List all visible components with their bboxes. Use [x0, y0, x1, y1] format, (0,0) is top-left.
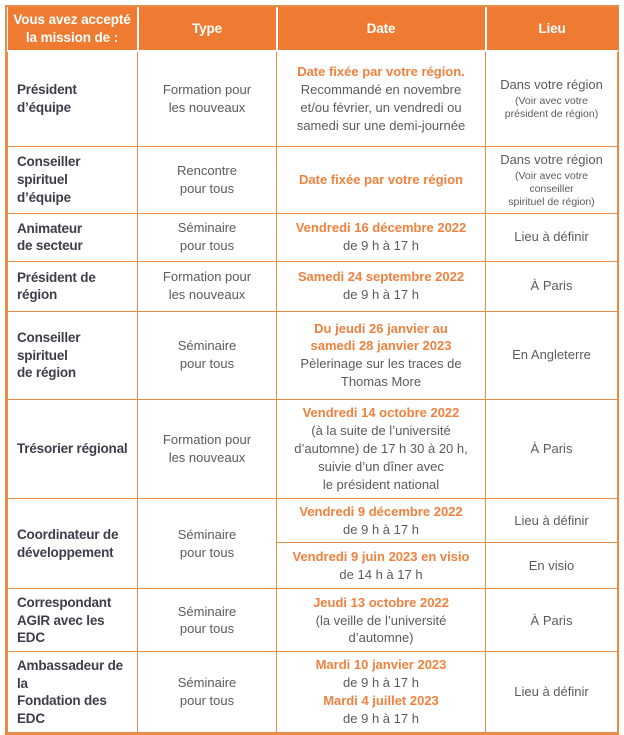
header-cell-type: Type	[136, 7, 278, 53]
mission-cell: Ambassadeur de la Fondation des EDC	[7, 651, 138, 734]
date-highlight: Samedi 24 septembre 2022	[297, 269, 465, 285]
lieu-cell: À Paris	[485, 588, 618, 653]
table-row: Conseiller spirituel de région Séminaire…	[7, 310, 618, 400]
date-highlight: Vendredi 14 octobre 2022	[302, 404, 460, 420]
lieu-text: Dans votre région	[500, 151, 603, 167]
table-row: Président de région Formation pour les n…	[7, 260, 618, 312]
lieu-text: À Paris	[530, 612, 573, 628]
date-cell: Jeudi 13 octobre 2022 (la veille de l’un…	[276, 588, 486, 653]
date-detail: de 14 h à 17 h	[339, 566, 423, 582]
date-cell: Date fixée par votre région. Recommandé …	[276, 50, 486, 147]
date-cell: Vendredi 14 octobre 2022 (à la suite de …	[276, 398, 486, 499]
lieu-cell: Lieu à définir	[485, 497, 618, 544]
date-detail: (la veille de l’université d’automne)	[315, 612, 447, 646]
type-cell: Séminaire pour tous	[137, 497, 277, 590]
date-cell: Vendredi 16 décembre 2022 de 9 h à 17 h	[276, 212, 486, 262]
lieu-cell: À Paris	[485, 260, 618, 312]
type-cell: Séminaire pour tous	[137, 651, 277, 734]
header-cell-date: Date	[275, 7, 487, 53]
header-row: Vous avez accepté la mission de : Type D…	[7, 7, 618, 53]
date-highlight: Vendredi 9 décembre 2022	[299, 503, 463, 519]
mission-cell: Président de région	[7, 260, 138, 312]
date-highlight: Du jeudi 26 janvier au samedi 28 janvier…	[310, 320, 452, 354]
lieu-cell: À Paris	[485, 398, 618, 499]
mission-cell: Président d’équipe	[7, 50, 138, 147]
lieu-cell: Dans votre région (Voir avec votre prési…	[485, 50, 618, 147]
lieu-text: À Paris	[530, 440, 573, 456]
date-detail: Recommandé en novembre et/ou février, un…	[296, 81, 466, 133]
lieu-cell: Dans votre région (Voir avec votre conse…	[485, 145, 618, 214]
mission-cell: Correspondant AGIR avec les EDC	[7, 588, 138, 653]
lieu-note: (Voir avec votre président de région)	[504, 95, 599, 121]
table-row: Conseiller spirituel d’équipe Rencontre …	[7, 145, 618, 214]
missions-table-frame: Vous avez accepté la mission de : Type D…	[5, 5, 619, 735]
date-highlight: Mardi 4 juillet 2023	[323, 693, 439, 709]
date-cell: Vendredi 9 décembre 2022 de 9 h à 17 h	[276, 497, 486, 544]
type-cell: Séminaire pour tous	[137, 310, 277, 400]
date-detail: Pèlerinage sur les traces de Thomas More	[300, 356, 462, 390]
date-cell: Du jeudi 26 janvier au samedi 28 janvier…	[276, 310, 486, 400]
table-row: Correspondant AGIR avec les EDC Séminair…	[7, 588, 618, 653]
date-highlight: Vendredi 16 décembre 2022	[295, 220, 467, 236]
date-cell: Samedi 24 septembre 2022 de 9 h à 17 h	[276, 260, 486, 312]
lieu-cell: Lieu à définir	[485, 212, 618, 262]
type-cell: Formation pour les nouveaux	[137, 260, 277, 312]
lieu-cell: Lieu à définir	[485, 651, 618, 734]
type-cell: Formation pour les nouveaux	[137, 398, 277, 499]
type-cell: Rencontre pour tous	[137, 145, 277, 214]
lieu-text: En visio	[528, 558, 575, 573]
table-sub-row: Vendredi 9 juin 2023 en visio de 14 h à …	[8, 542, 618, 590]
date-detail: de 9 h à 17 h	[343, 711, 419, 727]
date-cell: Vendredi 9 juin 2023 en visio de 14 h à …	[276, 542, 486, 590]
date-detail: de 9 h à 17 h	[343, 238, 419, 254]
date-detail: de 9 h à 17 h	[343, 287, 419, 303]
date-cell: Date fixée par votre région	[276, 145, 486, 214]
lieu-text: Dans votre région	[500, 77, 603, 93]
table-row: Animateur de secteur Séminaire pour tous…	[7, 212, 618, 262]
mission-cell: Animateur de secteur	[7, 212, 138, 262]
lieu-note: (Voir avec votre conseiller spirituel de…	[508, 169, 595, 208]
date-detail: (à la suite de l’université d’automne) d…	[294, 422, 468, 492]
lieu-text: Lieu à définir	[514, 512, 589, 528]
mission-cell: Trésorier régional	[7, 398, 138, 499]
lieu-text: Lieu à définir	[514, 684, 589, 700]
table-row: Président d’équipe Formation pour les no…	[7, 50, 618, 147]
mission-cell: Coordinateur de développement	[7, 497, 138, 590]
lieu-cell: En visio	[485, 542, 618, 590]
date-detail: de 9 h à 17 h	[343, 521, 419, 537]
date-highlight: Date fixée par votre région.	[297, 63, 465, 79]
date-detail: de 9 h à 17 h	[343, 675, 419, 691]
header-cell-mission: Vous avez accepté la mission de :	[7, 7, 139, 53]
type-cell: Séminaire pour tous	[137, 212, 277, 262]
table-row: Coordinateur de développement Séminaire …	[7, 497, 618, 590]
date-cell: Mardi 10 janvier 2023 de 9 h à 17 h Mard…	[276, 651, 486, 734]
table-row: Trésorier régional Formation pour les no…	[7, 398, 618, 499]
date-highlight: Jeudi 13 octobre 2022	[313, 594, 449, 610]
date-highlight: Vendredi 9 juin 2023 en visio	[292, 549, 470, 565]
lieu-text: En Angleterre	[512, 347, 591, 363]
mission-cell: Conseiller spirituel d’équipe	[7, 145, 138, 214]
date-highlight: Date fixée par votre région	[299, 171, 463, 187]
table-row: Ambassadeur de la Fondation des EDC Sémi…	[7, 651, 618, 734]
lieu-cell: En Angleterre	[485, 310, 618, 400]
lieu-text: Lieu à définir	[514, 229, 589, 245]
header-cell-lieu: Lieu	[484, 7, 618, 53]
missions-table: Vous avez accepté la mission de : Type D…	[7, 7, 618, 734]
mission-cell: Conseiller spirituel de région	[7, 310, 138, 400]
type-cell: Séminaire pour tous	[137, 588, 277, 653]
lieu-text: À Paris	[530, 278, 573, 294]
date-highlight: Mardi 10 janvier 2023	[315, 657, 447, 673]
type-cell: Formation pour les nouveaux	[137, 50, 277, 147]
